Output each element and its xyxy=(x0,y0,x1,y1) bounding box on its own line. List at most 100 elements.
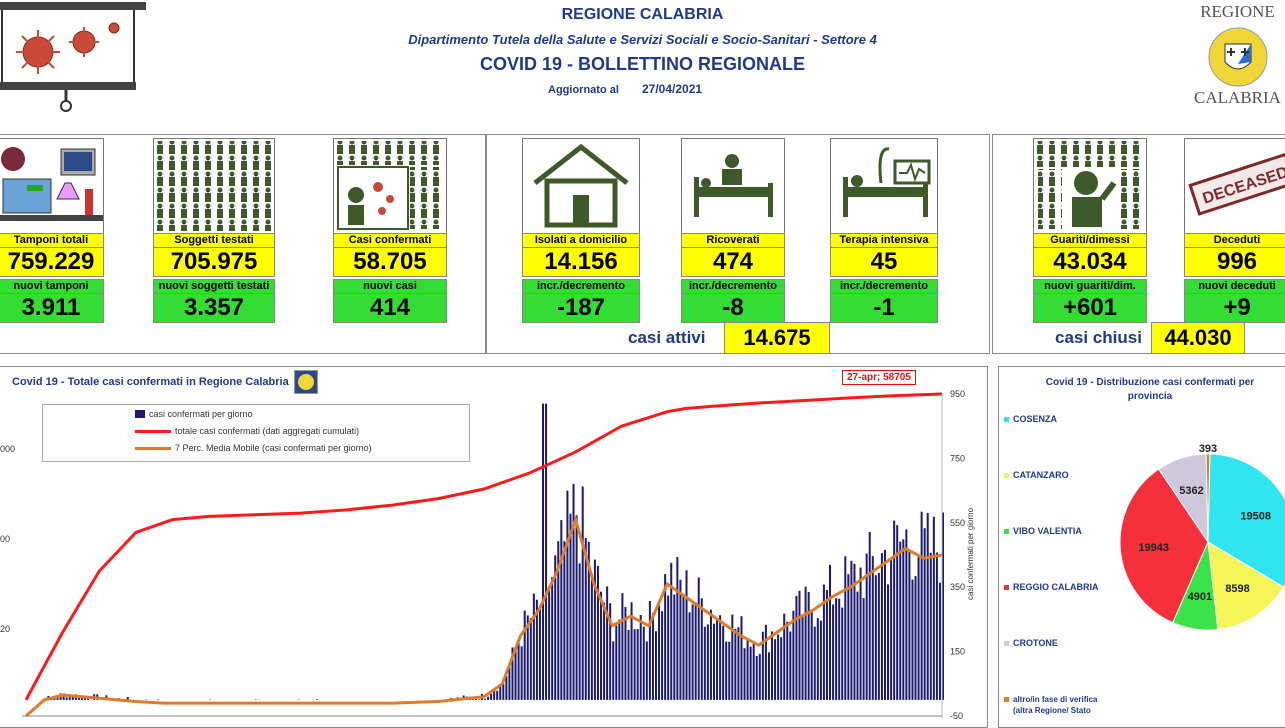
daily-bar xyxy=(841,608,843,700)
daily-bar xyxy=(573,484,575,700)
daily-bar xyxy=(615,626,617,700)
pie-legend-swatch-reggio xyxy=(1004,585,1009,590)
people-icon xyxy=(154,139,274,233)
legend-label-cumulative: totale casi confermati (dati aggregati c… xyxy=(175,426,359,436)
daily-bar xyxy=(811,611,813,700)
daily-bar xyxy=(78,698,80,700)
pie-slice-label: 4901 xyxy=(1188,591,1212,603)
daily-bar xyxy=(719,615,721,700)
daily-bar xyxy=(725,642,727,700)
daily-bar xyxy=(551,577,553,700)
daily-bar xyxy=(316,699,318,700)
daily-bar xyxy=(924,528,926,700)
daily-bar xyxy=(649,601,651,700)
updated-date: 27/04/2021 xyxy=(642,82,702,96)
pie-legend-swatch-catanzaro xyxy=(1004,473,1009,478)
closed-cases-label: casi chiusi xyxy=(1055,328,1142,348)
daily-bar xyxy=(774,639,776,700)
daily-bar xyxy=(670,563,672,700)
daily-bar xyxy=(548,589,550,700)
daily-bar xyxy=(539,607,541,700)
daily-bar xyxy=(902,539,904,700)
daily-bar xyxy=(805,587,807,700)
pie-legend-swatch-vibo xyxy=(1004,529,1009,534)
pie-legend-item-vibo: VIBO VALENTIA xyxy=(1004,526,1082,536)
daily-bar xyxy=(768,652,770,700)
pie-legend-swatch-crotone xyxy=(1004,641,1009,646)
card-recovered-value: 43.034 xyxy=(1033,247,1147,277)
pie-legend-label-cosenza: COSENZA xyxy=(1013,414,1057,424)
daily-bar xyxy=(667,596,669,700)
daily-bar xyxy=(789,631,791,699)
daily-bar xyxy=(545,404,547,700)
daily-bar xyxy=(905,529,907,699)
daily-bar xyxy=(505,676,507,700)
daily-bar xyxy=(829,565,831,700)
daily-bar xyxy=(689,612,691,699)
daily-bar xyxy=(569,514,571,700)
daily-bar xyxy=(737,627,739,700)
region-logo: REGIONE CALABRIA xyxy=(1190,2,1285,112)
region-title: REGIONE CALABRIA xyxy=(0,6,1285,24)
card-isolated-sub-value: -187 xyxy=(522,293,640,323)
deceased-icon: DECEASED xyxy=(1185,139,1285,233)
daily-bar xyxy=(716,618,718,700)
daily-bar xyxy=(750,647,752,700)
daily-bar xyxy=(878,573,880,700)
daily-bar xyxy=(820,621,822,700)
daily-bar xyxy=(734,629,736,700)
daily-bar xyxy=(795,596,797,700)
daily-bar xyxy=(777,635,779,700)
daily-bar xyxy=(890,560,892,700)
daily-bar xyxy=(612,641,614,700)
y2-tick-label: 150 xyxy=(950,647,965,657)
daily-bar xyxy=(530,618,532,700)
daily-bar xyxy=(701,598,703,700)
daily-bar xyxy=(869,532,871,700)
subjects-image xyxy=(153,138,275,234)
daily-bar xyxy=(875,575,877,700)
pie-legend-label-vibo: VIBO VALENTIA xyxy=(1013,526,1082,536)
y-left-tick-label: 000 xyxy=(0,444,15,454)
pie-chart-title: Covid 19 - Distribuzione casi confermati… xyxy=(1030,376,1270,404)
daily-bar xyxy=(643,627,645,700)
daily-bar xyxy=(847,574,849,700)
daily-bar xyxy=(808,592,810,700)
pie-slice-label: 5362 xyxy=(1179,485,1203,497)
daily-bar xyxy=(676,557,678,700)
card-confirmed-value: 58.705 xyxy=(333,247,447,277)
daily-bar xyxy=(756,656,758,700)
daily-bar xyxy=(66,697,68,699)
hospital-bed-icon xyxy=(682,139,784,233)
daily-bar xyxy=(936,553,938,700)
daily-bar xyxy=(487,697,489,700)
daily-bar xyxy=(832,605,834,700)
daily-bar xyxy=(759,654,761,700)
pie-legend-swatch-cosenza xyxy=(1004,417,1009,422)
daily-bar xyxy=(798,591,800,700)
card-deceased-value: 996 xyxy=(1184,247,1285,277)
y-left-tick-label: 20 xyxy=(0,624,10,634)
daily-bar xyxy=(640,615,642,700)
daily-bar xyxy=(814,627,816,700)
daily-bar xyxy=(713,624,715,700)
virus-person-icon xyxy=(334,139,446,233)
daily-bar xyxy=(591,574,593,700)
daily-bar xyxy=(747,639,749,700)
daily-bar xyxy=(838,599,840,700)
legend-item-cumulative: totale casi confermati (dati aggregati c… xyxy=(135,426,359,436)
chart-legend: casi confermati per giorno totale casi c… xyxy=(42,404,470,462)
daily-bar xyxy=(646,641,648,699)
daily-bar xyxy=(493,691,495,700)
daily-bar xyxy=(930,553,932,700)
daily-bar xyxy=(939,583,941,700)
pie-legend-label-other: altro/in fase di verifica (altra Regione… xyxy=(1013,694,1114,716)
card-icu-value: 45 xyxy=(830,247,938,277)
lab-icon xyxy=(0,139,103,233)
daily-bar xyxy=(728,642,730,700)
coat-of-arms-icon xyxy=(1207,26,1269,88)
y2-tick-label: -50 xyxy=(950,711,963,721)
daily-bar xyxy=(918,557,920,700)
daily-bar xyxy=(634,629,636,700)
